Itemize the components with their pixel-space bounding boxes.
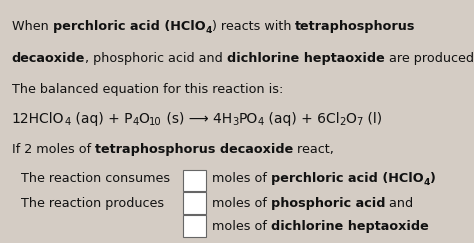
Text: phosphoric acid: phosphoric acid — [271, 197, 385, 210]
Text: 4: 4 — [257, 117, 264, 128]
Text: The reaction produces: The reaction produces — [21, 197, 164, 210]
Text: perchloric acid (HClO: perchloric acid (HClO — [53, 20, 205, 33]
Text: moles of: moles of — [212, 220, 271, 233]
Text: tetraphosphorus: tetraphosphorus — [295, 20, 416, 33]
Text: 2: 2 — [339, 117, 346, 128]
Text: dichlorine heptaoxide: dichlorine heptaoxide — [227, 52, 385, 65]
Text: are produced.: are produced. — [385, 52, 474, 65]
Text: 4: 4 — [64, 117, 71, 128]
Text: O: O — [346, 112, 356, 126]
Text: moles of: moles of — [212, 173, 271, 185]
Text: If 2 moles of: If 2 moles of — [12, 143, 95, 156]
Text: and: and — [385, 197, 413, 210]
Text: perchloric acid (HClO: perchloric acid (HClO — [271, 173, 423, 185]
Text: The balanced equation for this reaction is:: The balanced equation for this reaction … — [12, 83, 283, 96]
Text: react,: react, — [293, 143, 334, 156]
Text: PO: PO — [238, 112, 257, 126]
Text: (s) ⟶ 4H: (s) ⟶ 4H — [162, 112, 232, 126]
Text: moles of: moles of — [212, 197, 271, 210]
Text: dichlorine heptaoxide: dichlorine heptaoxide — [271, 220, 428, 233]
Text: , phosphoric acid and: , phosphoric acid and — [85, 52, 227, 65]
Text: ) reacts with: ) reacts with — [211, 20, 295, 33]
Text: When: When — [12, 20, 53, 33]
Text: decaoxide: decaoxide — [12, 52, 85, 65]
Text: 12HClO: 12HClO — [12, 112, 64, 126]
Text: 3: 3 — [232, 117, 238, 128]
Text: 4: 4 — [205, 26, 211, 35]
Text: 7: 7 — [356, 117, 363, 128]
Text: (l): (l) — [363, 112, 382, 126]
Text: tetraphosphorus decaoxide: tetraphosphorus decaoxide — [95, 143, 293, 156]
Text: ): ) — [430, 173, 436, 185]
Text: 4: 4 — [132, 117, 138, 128]
Text: O: O — [138, 112, 149, 126]
Text: (aq) + 6Cl: (aq) + 6Cl — [264, 112, 339, 126]
Text: (aq) + P: (aq) + P — [71, 112, 132, 126]
Text: 10: 10 — [149, 117, 162, 128]
Text: 4: 4 — [423, 178, 430, 187]
Text: The reaction consumes: The reaction consumes — [21, 173, 170, 185]
